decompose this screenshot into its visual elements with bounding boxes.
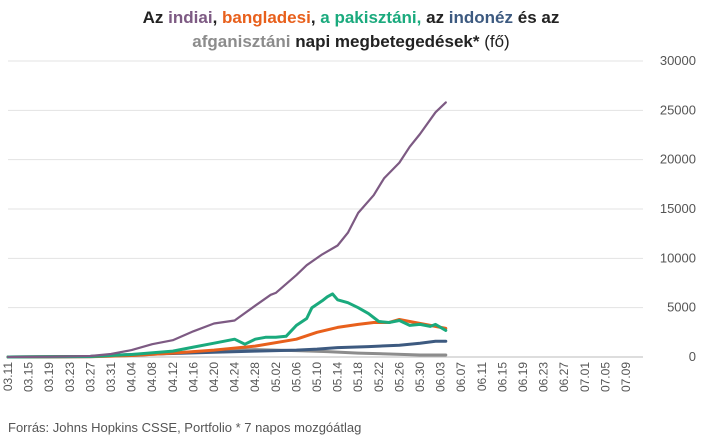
x-tick-label: 04.12 [166, 362, 180, 392]
x-tick-label: 03.31 [104, 362, 118, 392]
series-line-india [6, 101, 447, 359]
x-tick-label: 04.16 [186, 362, 200, 392]
x-tick-label: 05.18 [351, 362, 365, 392]
title-afghanistan: afganisztáni [192, 32, 291, 51]
y-axis: 30000 25000 20000 15000 10000 5000 0 [660, 53, 696, 364]
grid-lines [8, 60, 643, 358]
title-text: napi megbetegedések* [290, 32, 480, 51]
x-tick-label: 05.02 [269, 362, 283, 392]
y-tick-label: 5000 [667, 300, 696, 315]
x-tick-label: 06.23 [537, 362, 551, 392]
x-tick-label: 06.03 [434, 362, 448, 392]
x-tick-label: 06.07 [454, 362, 468, 392]
title-text: Az [142, 8, 169, 27]
title-unit: (fő) [479, 32, 510, 51]
series-lines [6, 101, 448, 359]
x-tick-label: 05.14 [331, 362, 345, 392]
title-text: , [310, 8, 321, 27]
y-tick-label: 15000 [660, 201, 696, 216]
title-text: és az [513, 8, 560, 27]
x-tick-label: 06.19 [516, 362, 530, 392]
y-tick-label: 25000 [660, 102, 696, 117]
x-tick-label: 05.22 [372, 362, 386, 392]
x-tick-label: 03.27 [83, 362, 97, 392]
x-tick-label: 03.11 [1, 362, 15, 391]
x-tick-label: 05.26 [392, 362, 406, 392]
title-pakistan: a pakisztáni, [320, 8, 422, 27]
x-tick-label: 06.15 [495, 362, 509, 392]
x-tick-label: 04.04 [125, 362, 139, 392]
chart-title: Az indiai, bangladesi, a pakisztáni, az … [0, 6, 702, 54]
x-tick-label: 07.09 [619, 362, 633, 392]
x-axis: 03.11 03.15 03.19 03.23 03.27 03.31 04.04 04.08… [1, 362, 633, 392]
title-india: indiai [168, 8, 213, 27]
source-note: Forrás: Johns Hopkins CSSE, Portfolio * … [8, 420, 362, 435]
title-text: az [421, 8, 449, 27]
x-tick-label: 04.20 [207, 362, 221, 392]
x-tick-label: 06.11 [475, 362, 489, 391]
x-tick-label: 06.27 [557, 362, 571, 392]
x-tick-label: 05.30 [413, 362, 427, 392]
title-indonesia: indonéz [448, 8, 514, 27]
x-tick-label: 04.28 [248, 362, 262, 392]
x-tick-label: 05.10 [310, 362, 324, 392]
x-tick-label: 07.05 [598, 362, 612, 392]
title-bangladesh: bangladesi [222, 8, 311, 27]
x-tick-label: 04.08 [145, 362, 159, 392]
y-tick-label: 20000 [660, 152, 696, 167]
x-tick-label: 05.06 [289, 362, 303, 392]
x-tick-label: 03.23 [63, 362, 77, 392]
y-tick-label: 10000 [660, 250, 696, 265]
y-tick-label: 30000 [660, 53, 696, 68]
x-tick-label: 03.19 [42, 362, 56, 392]
x-tick-label: 07.01 [578, 362, 592, 392]
y-tick-label: 0 [689, 349, 696, 364]
title-text: , [212, 8, 223, 27]
x-tick-label: 04.24 [228, 362, 242, 392]
x-tick-label: 03.15 [22, 362, 36, 392]
series-line-pakisztán [6, 292, 448, 359]
